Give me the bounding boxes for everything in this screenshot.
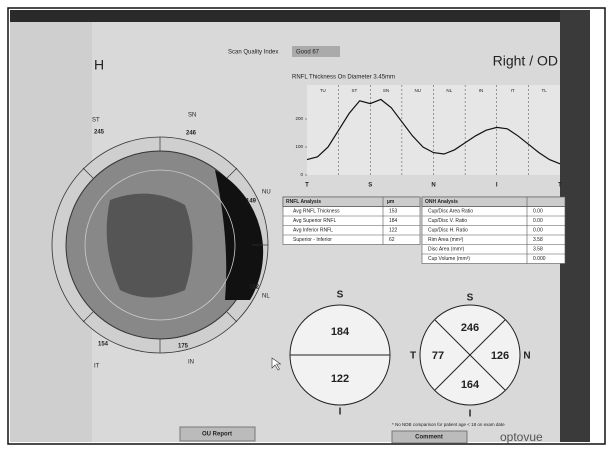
table-header-cell: ONH Analysis [425, 199, 458, 205]
map-label: IT [94, 364, 100, 370]
table-header-cell: RNFL Analysis [286, 199, 321, 205]
sector-label: NU [414, 88, 421, 93]
thickness-map [52, 137, 268, 353]
sector-label: SN [383, 88, 389, 93]
table-cell: Superior - Inferior [293, 237, 332, 243]
quad-s: S [467, 293, 474, 304]
scan-quality-value: Good 67 [296, 50, 320, 56]
sector-label: IT [511, 88, 515, 93]
x-tick-label: N [431, 183, 435, 189]
page-title: H [94, 57, 104, 73]
table-cell: 122 [389, 228, 398, 234]
table-cell: 184 [389, 218, 398, 224]
eye: Right / OD [493, 53, 558, 69]
y-tick-label: 100 [295, 144, 303, 149]
y-tick-label: 200 [295, 116, 303, 121]
table-cell: Disc Area (mm²) [428, 247, 464, 253]
quad-nasal: 126 [491, 350, 509, 362]
ou-report-label[interactable]: OU Report [202, 432, 232, 438]
map-label: ST [92, 118, 100, 124]
x-tick-label: T [305, 183, 309, 189]
map-label: 182 [249, 285, 260, 291]
quad-inf: 164 [461, 379, 480, 391]
scan-quality-label: Scan Quality Index [228, 50, 278, 56]
footer-note: * No NDB comparison for patient age < 18… [392, 422, 505, 427]
hemi-s: S [337, 290, 344, 301]
table-cell: 62 [389, 237, 395, 243]
table-cell: 0.00 [533, 209, 543, 215]
hemi-inf: 122 [331, 373, 349, 385]
quad-n-label: N [523, 351, 530, 362]
map-label: 154 [98, 342, 109, 348]
sector-label: TL [542, 88, 548, 93]
table-cell: 0.000 [533, 256, 546, 262]
sector-label: IN [479, 88, 484, 93]
table-cell: Rim Area (mm²) [428, 237, 464, 243]
table-cell: Avg Superior RNFL [293, 218, 336, 224]
table-cell: Cup Volume (mm³) [428, 256, 470, 262]
table-cell: 153 [389, 209, 398, 215]
hemi-sup: 184 [331, 326, 350, 338]
sector-label: TU [320, 88, 326, 93]
table-cell: Avg Inferior RNFL [293, 228, 333, 234]
quad-temporal: 77 [432, 350, 444, 362]
map-label: 245 [94, 130, 105, 136]
map-label: 149 [246, 199, 257, 205]
table-cell: 0.00 [533, 218, 543, 224]
table-cell: Cup/Disc V. Ratio [428, 218, 467, 224]
quad-sup: 246 [461, 322, 479, 334]
table-header-cell: µm [387, 199, 395, 205]
table-cell: Avg RNFL Thickness [293, 209, 340, 215]
quad-t-label: T [410, 351, 416, 362]
x-tick-label: T [558, 183, 562, 189]
hemi-i: I [339, 407, 342, 418]
table-cell: 0.00 [533, 228, 543, 234]
comment-label[interactable]: Comment [415, 435, 443, 441]
chart-title: RNFL Thickness On Diameter 3.45mm [292, 75, 395, 81]
x-tick-label: S [368, 183, 372, 189]
table-cell: 3.58 [533, 237, 543, 243]
map-label: NU [262, 190, 271, 196]
table-cell: Cup/Disc H. Ratio [428, 228, 468, 234]
map-label: SN [188, 113, 196, 119]
map-label: IN [188, 360, 194, 366]
map-label: 246 [186, 131, 197, 137]
brand: optovue [500, 430, 543, 444]
map-label: 175 [178, 344, 189, 350]
screenshot: H Scan Quality Index Good 67 Right / OD … [0, 0, 613, 452]
table-cell: Cup/Disc Area Ratio [428, 209, 473, 215]
map-label: NL [262, 294, 270, 300]
sector-label: NL [446, 88, 452, 93]
quad-i: I [469, 409, 472, 420]
sector-label: ST [352, 88, 358, 93]
table-cell: 3.58 [533, 247, 543, 253]
